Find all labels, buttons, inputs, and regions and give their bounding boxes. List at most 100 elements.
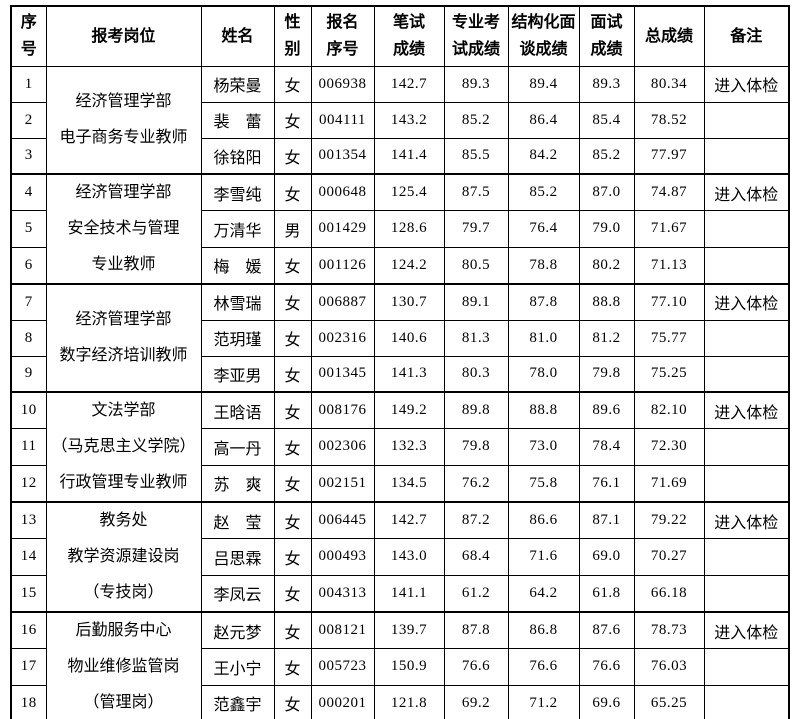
reg-no-cell: 001429 bbox=[310, 210, 375, 248]
professional-score-cell: 87.5 bbox=[443, 173, 509, 212]
gender-cell: 女 bbox=[273, 246, 312, 285]
serial-cell: 16 bbox=[10, 611, 47, 650]
table-row: 7 经济管理学部 数字经济培训教师 林雪瑞女 006887 130.7 89.1 87.8 8… bbox=[10, 283, 790, 393]
professional-score-cell: 61.2 bbox=[443, 574, 509, 613]
structured-interview-score-cell: 87.8 bbox=[507, 283, 580, 321]
remark-cell bbox=[703, 428, 790, 466]
remark-cell: 进入体检 bbox=[703, 283, 790, 321]
gender-cell: 女 bbox=[273, 319, 312, 357]
interview-score-cell: 88.8 bbox=[578, 283, 635, 321]
written-score-cell: 139.7 bbox=[373, 611, 445, 650]
remark-cell: 进入体检 bbox=[703, 501, 790, 540]
gender-cell: 女 bbox=[273, 501, 312, 540]
serial-cell: 14 bbox=[10, 538, 47, 576]
gender-cell: 女 bbox=[273, 65, 312, 103]
total-score-cell: 75.25 bbox=[633, 355, 705, 393]
gender-cell: 女 bbox=[273, 574, 312, 613]
total-score-cell: 65.25 bbox=[633, 684, 705, 719]
written-score-cell: 130.7 bbox=[373, 283, 445, 321]
professional-score-cell: 89.1 bbox=[443, 283, 509, 321]
table-body: 1 经济管理学部 电子商务专业教师 杨荣曼女 006938 142.7 89.3 89.4 8… bbox=[10, 65, 790, 719]
gender-cell: 女 bbox=[273, 137, 312, 175]
remark-cell bbox=[703, 574, 790, 613]
interview-score-cell: 80.2 bbox=[578, 246, 635, 285]
interview-score-cell: 87.1 bbox=[578, 501, 635, 540]
serial-cell: 15 bbox=[10, 574, 47, 613]
reg-no-cell: 000493 bbox=[310, 538, 375, 576]
interview-score-cell: 78.4 bbox=[578, 428, 635, 466]
serial-cell: 12 bbox=[10, 464, 47, 503]
col-header-interview-score: 面试 成绩 bbox=[578, 5, 635, 67]
interview-score-cell: 87.6 bbox=[578, 611, 635, 650]
serial-cell: 18 bbox=[10, 684, 47, 719]
structured-interview-score-cell: 86.6 bbox=[507, 501, 580, 540]
professional-score-cell: 80.5 bbox=[443, 246, 509, 285]
written-score-cell: 128.6 bbox=[373, 210, 445, 248]
reg-no-cell: 004111 bbox=[310, 101, 375, 139]
interview-score-cell: 79.8 bbox=[578, 355, 635, 393]
name-cell: 徐铭阳 bbox=[200, 137, 275, 175]
written-score-cell: 142.7 bbox=[373, 65, 445, 103]
total-score-cell: 70.27 bbox=[633, 538, 705, 576]
remark-cell: 进入体检 bbox=[703, 173, 790, 212]
reg-no-cell: 002316 bbox=[310, 319, 375, 357]
structured-interview-score-cell: 88.8 bbox=[507, 391, 580, 430]
written-score-cell: 140.6 bbox=[373, 319, 445, 357]
total-score-cell: 76.03 bbox=[633, 648, 705, 686]
structured-interview-score-cell: 86.8 bbox=[507, 611, 580, 650]
written-score-cell: 149.2 bbox=[373, 391, 445, 430]
table-row: 1 经济管理学部 电子商务专业教师 杨荣曼女 006938 142.7 89.3 89.4 8… bbox=[10, 65, 790, 175]
written-score-cell: 150.9 bbox=[373, 648, 445, 686]
position-cell: 后勤服务中心 物业维修监管岗 （管理岗） bbox=[45, 611, 202, 719]
col-header-name: 姓名 bbox=[200, 5, 275, 67]
interview-score-cell: 81.2 bbox=[578, 319, 635, 357]
professional-score-cell: 85.2 bbox=[443, 101, 509, 139]
reg-no-cell: 004313 bbox=[310, 574, 375, 613]
remark-cell bbox=[703, 648, 790, 686]
total-score-cell: 78.52 bbox=[633, 101, 705, 139]
written-score-cell: 142.7 bbox=[373, 501, 445, 540]
name-cell: 范玥瑾 bbox=[200, 319, 275, 357]
table-row: 15 李凤云女 004313 141.1 61.2 64.2 61.8 66.18 bbox=[10, 574, 790, 613]
name-cell: 范鑫宇 bbox=[200, 684, 275, 719]
name-cell: 梅 媛 bbox=[200, 246, 275, 285]
header-row: 序 号 报考岗位 姓名 性 别 报名 序号 笔试 成绩 专业考 试成绩 结构化面… bbox=[10, 5, 790, 67]
serial-cell: 1 bbox=[10, 65, 47, 103]
reg-no-cell: 008176 bbox=[310, 391, 375, 430]
serial-cell: 5 bbox=[10, 210, 47, 248]
structured-interview-score-cell: 84.2 bbox=[507, 137, 580, 175]
total-score-cell: 77.10 bbox=[633, 283, 705, 321]
total-score-cell: 77.97 bbox=[633, 137, 705, 175]
professional-score-cell: 68.4 bbox=[443, 538, 509, 576]
serial-cell: 17 bbox=[10, 648, 47, 686]
total-score-cell: 82.10 bbox=[633, 391, 705, 430]
gender-cell: 女 bbox=[273, 648, 312, 686]
reg-no-cell: 006938 bbox=[310, 65, 375, 103]
name-cell: 杨荣曼 bbox=[200, 65, 275, 103]
professional-score-cell: 80.3 bbox=[443, 355, 509, 393]
name-cell: 赵元梦 bbox=[200, 611, 275, 650]
gender-cell: 女 bbox=[273, 101, 312, 139]
col-header-structured-interview-score: 结构化面 谈成绩 bbox=[507, 5, 580, 67]
written-score-cell: 134.5 bbox=[373, 464, 445, 503]
interview-score-cell: 79.0 bbox=[578, 210, 635, 248]
total-score-cell: 71.69 bbox=[633, 464, 705, 503]
name-cell: 苏 爽 bbox=[200, 464, 275, 503]
written-score-cell: 143.0 bbox=[373, 538, 445, 576]
remark-cell bbox=[703, 319, 790, 357]
written-score-cell: 143.2 bbox=[373, 101, 445, 139]
serial-cell: 2 bbox=[10, 101, 47, 139]
name-cell: 吕思霖 bbox=[200, 538, 275, 576]
table-row: 13 教务处 教学资源建设岗 （专技岗）赵 莹女 006445 142.7 87.2 86… bbox=[10, 501, 790, 613]
interview-score-cell: 69.6 bbox=[578, 684, 635, 719]
structured-interview-score-cell: 78.0 bbox=[507, 355, 580, 393]
table-row: 17 王小宁女 005723 150.9 76.6 76.6 76.6 76.03 bbox=[10, 648, 790, 686]
serial-cell: 8 bbox=[10, 319, 47, 357]
total-score-cell: 78.73 bbox=[633, 611, 705, 650]
gender-cell: 女 bbox=[273, 391, 312, 430]
col-header-gender: 性 别 bbox=[273, 5, 312, 67]
serial-cell: 7 bbox=[10, 283, 47, 321]
reg-no-cell: 000648 bbox=[310, 173, 375, 212]
name-cell: 李亚男 bbox=[200, 355, 275, 393]
written-score-cell: 141.4 bbox=[373, 137, 445, 175]
